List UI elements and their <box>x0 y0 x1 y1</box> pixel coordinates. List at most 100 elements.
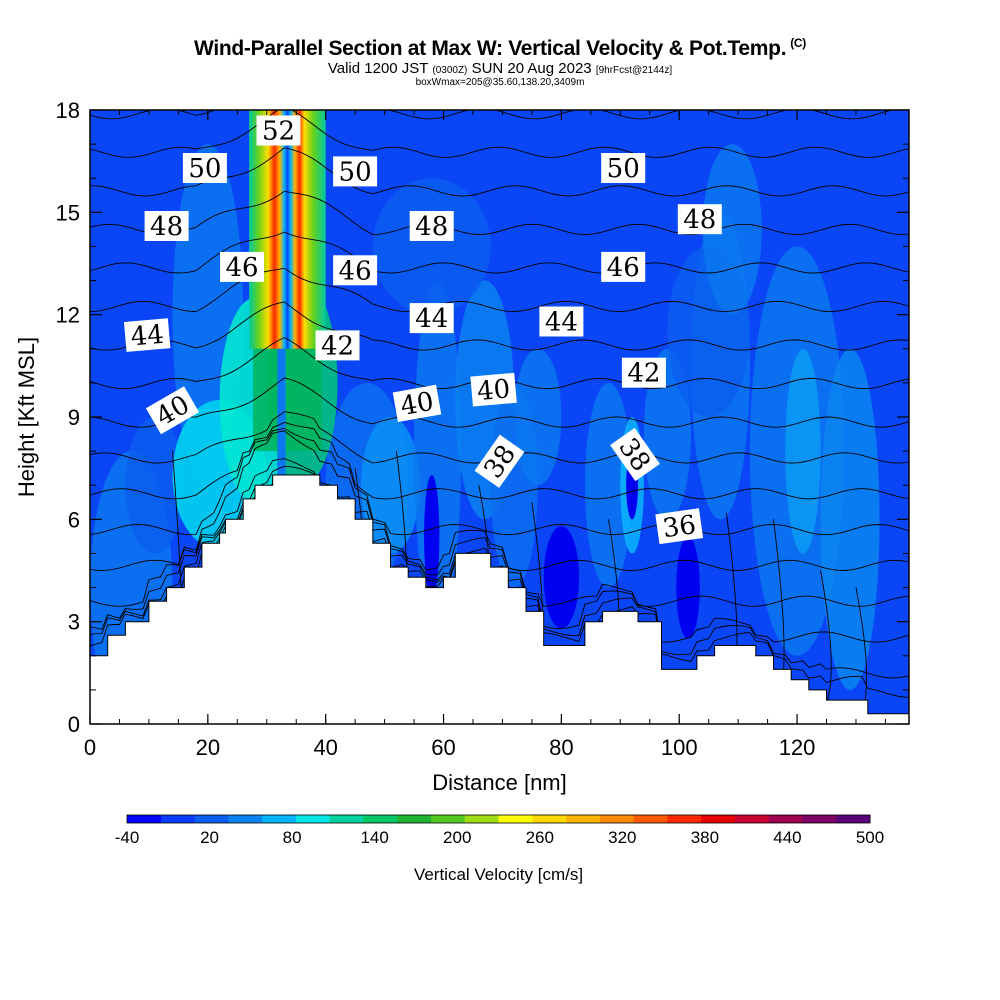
x-tick-label: 60 <box>431 735 455 760</box>
contour-label: 44 <box>123 318 171 353</box>
contour-label: 46 <box>333 255 378 286</box>
terrain-fill <box>89 474 910 725</box>
colorbar-swatch <box>363 815 398 823</box>
contour-label: 48 <box>677 204 722 235</box>
colorbar-swatch <box>532 815 567 823</box>
colorbar-swatch <box>768 815 803 823</box>
contour-label-box <box>256 115 301 146</box>
contour-label-box <box>333 156 378 187</box>
contour-label-box <box>333 255 378 286</box>
updraft-gap <box>277 348 286 475</box>
contour-label-box <box>144 211 189 241</box>
x-tick-label: 100 <box>661 735 698 760</box>
contour-label-box <box>601 153 646 183</box>
contour-label-box <box>601 251 646 282</box>
colorbar-tick-label: 80 <box>283 828 302 847</box>
theta-contour <box>90 110 896 120</box>
contour-label-text: 46 <box>607 253 640 283</box>
theta-contour <box>90 301 909 351</box>
contour-label-text: 50 <box>339 157 372 187</box>
contour-label-box <box>409 211 454 241</box>
contour-label: 50 <box>333 156 378 187</box>
theta-contour <box>90 421 909 500</box>
colorbar-swatch <box>127 815 162 823</box>
forecast-info: [9hrFcst@2144z] <box>595 65 673 76</box>
y-tick-label: 0 <box>68 712 80 737</box>
velocity-patch <box>372 178 491 315</box>
velocity-patch <box>643 348 691 520</box>
colorbar-swatch <box>329 815 364 823</box>
contour-label-box <box>539 306 584 337</box>
updraft-core-lower <box>253 348 322 452</box>
contour-label-box <box>621 357 666 388</box>
updraft-core <box>249 110 326 349</box>
colorbar-tick-label: 440 <box>773 828 801 847</box>
downdraft-pocket <box>424 474 440 598</box>
colorbar-tick-label: -40 <box>115 828 140 847</box>
theta-contour <box>90 190 909 235</box>
contour-label-text: 48 <box>150 212 183 242</box>
contour-label: 40 <box>392 384 442 422</box>
colorbar-swatch <box>194 815 229 823</box>
contour-label: 40 <box>470 372 517 407</box>
colorbar-frame <box>126 814 871 824</box>
contour-label: 46 <box>220 251 264 283</box>
contour-label-text: 48 <box>415 212 448 242</box>
x-tick-label: 80 <box>549 735 573 760</box>
velocity-patch <box>514 348 562 486</box>
colorbar-swatch <box>228 815 263 823</box>
colorbar-swatch <box>464 815 499 823</box>
y-tick-label: 12 <box>56 303 80 328</box>
colorbar-swatch <box>566 815 601 823</box>
y-tick-label: 3 <box>68 610 80 635</box>
contour-label-box <box>655 508 704 545</box>
colorbar-swatch <box>397 815 432 823</box>
box-info: boxWmax=205@35.60,138.20,3409m <box>415 77 585 88</box>
contour-label: 50 <box>182 153 227 184</box>
theta-contour <box>90 267 909 313</box>
contour-label-box <box>145 386 200 435</box>
x-tick-label: 20 <box>196 735 220 760</box>
colorbar-swatch <box>160 815 196 823</box>
colorbar-tick-label: 140 <box>360 828 388 847</box>
contour-label-box <box>470 372 517 407</box>
colorbar-tick-label: 380 <box>691 828 719 847</box>
contour-label-text: 44 <box>415 304 448 334</box>
downdraft-pocket <box>676 536 700 639</box>
theta-contour <box>90 458 909 607</box>
contour-label: 44 <box>539 306 584 338</box>
colorbar-swatch <box>836 815 871 823</box>
contour-label: 36 <box>655 508 704 545</box>
copyright-mark: (C) <box>790 36 806 50</box>
colorbar-swatch <box>633 815 668 823</box>
colorbar-swatch <box>262 815 297 823</box>
contour-label-text: 44 <box>545 308 578 338</box>
contour-label: 48 <box>144 211 189 242</box>
velocity-patch <box>584 382 633 588</box>
chart-title: Wind-Parallel Section at Max W: Vertical… <box>194 36 806 60</box>
contour-label-text: 44 <box>129 320 165 353</box>
y-tick-label: 15 <box>56 200 80 225</box>
contour-label-text: 42 <box>627 359 660 389</box>
colorbar-swatch <box>599 815 635 823</box>
colorbar-swatch <box>295 815 331 823</box>
y-tick-label: 6 <box>68 507 80 532</box>
contour-label-text: 36 <box>661 510 698 544</box>
contour-label-box <box>610 427 660 482</box>
contour-label-box <box>474 434 525 488</box>
velocity-patch <box>785 348 821 554</box>
colorbar-swatch <box>430 815 466 823</box>
contour-label-box <box>182 153 227 183</box>
y-tick-label: 9 <box>68 405 80 430</box>
contour-label-text: 40 <box>476 374 512 407</box>
contour-label-text: 42 <box>321 331 354 361</box>
contour-label-box <box>123 318 171 352</box>
contour-label-text: 46 <box>339 256 372 286</box>
velocity-patch <box>361 417 420 554</box>
contour-label-box <box>409 303 454 334</box>
contour-label: 42 <box>315 330 360 361</box>
contour-label-text: 50 <box>607 154 640 184</box>
terrain-profile <box>89 474 910 725</box>
contour-label: 42 <box>621 357 666 389</box>
